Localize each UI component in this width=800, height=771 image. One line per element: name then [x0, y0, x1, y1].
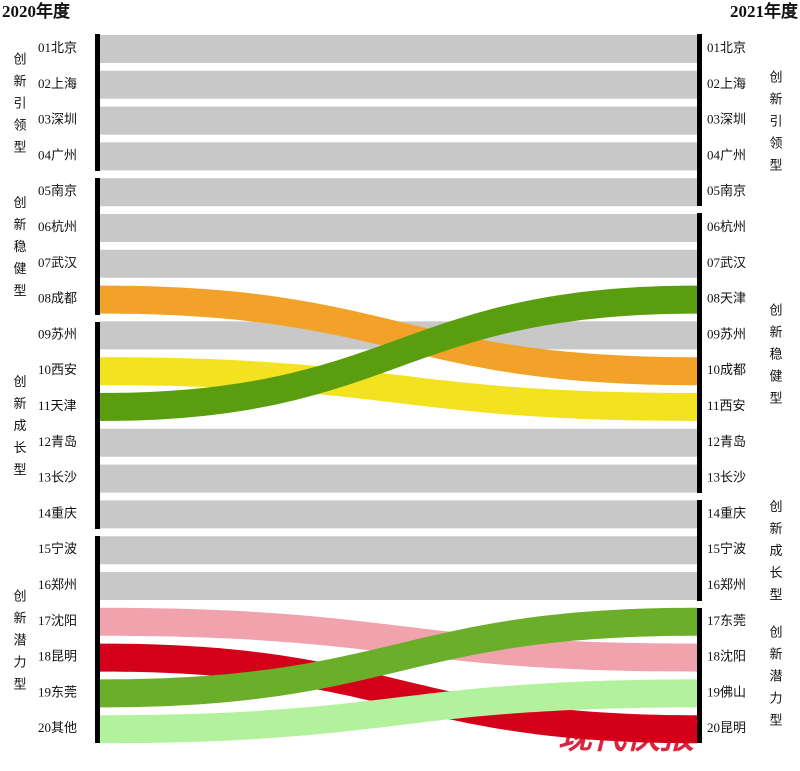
right-node-label: 07武汉 [707, 255, 746, 270]
left-group-label: 创新潜力型 [13, 589, 26, 692]
flow-band-2-to-2 [100, 70, 697, 99]
flow-band-12-to-12 [100, 428, 697, 457]
right-node-label: 20昆明 [707, 720, 746, 735]
right-node-label: 03深圳 [707, 112, 746, 127]
flow-band-17-to-18 [100, 607, 697, 672]
left-node-label: 14重庆 [38, 505, 77, 520]
left-group-label: 创新稳健型 [13, 195, 26, 298]
right-node-label: 14重庆 [707, 505, 746, 520]
right-axis-bar-2 [697, 213, 702, 493]
left-year-title: 2020年度 [2, 1, 71, 21]
left-node-label: 19东莞 [38, 684, 77, 699]
left-node-label: 07武汉 [38, 255, 77, 270]
left-node-label: 03深圳 [38, 112, 77, 127]
left-axis-bar-4 [95, 536, 100, 743]
left-node-label: 17沈阳 [38, 613, 77, 628]
flow-band-10-to-11 [100, 357, 697, 421]
left-axis-bar-1 [95, 34, 100, 171]
left-group-label: 创新引领型 [13, 52, 26, 155]
flow-layer [100, 35, 697, 744]
left-node-label: 09苏州 [38, 326, 77, 341]
right-node-label: 16郑州 [707, 577, 746, 592]
left-node-label: 15宁波 [38, 541, 77, 556]
left-node-label: 06杭州 [38, 219, 77, 234]
left-node-label: 04广州 [38, 147, 77, 162]
flow-band-4-to-4 [100, 142, 697, 171]
right-node-label: 01北京 [707, 40, 746, 55]
left-node-label: 12青岛 [38, 434, 77, 449]
left-node-label: 13长沙 [38, 470, 77, 485]
flow-band-14-to-14 [100, 500, 697, 529]
left-node-label: 16郑州 [38, 577, 77, 592]
left-node-label: 18昆明 [38, 649, 77, 664]
left-node-label: 11天津 [38, 398, 77, 413]
right-node-label: 06杭州 [707, 219, 746, 234]
left-node-label: 02上海 [38, 76, 77, 91]
left-node-labels: 01北京 02上海 03深圳 04广州 05南京 06杭州 07武汉 08成都 09苏州 10西安… [38, 40, 77, 735]
flow-band-19-to-17 [100, 607, 697, 708]
flow-band-16-to-16 [100, 572, 697, 600]
flow-band-18-to-20 [100, 643, 697, 744]
left-node-label: 08成都 [38, 291, 77, 306]
right-node-label: 19佛山 [707, 684, 746, 699]
flow-band-13-to-13 [100, 464, 697, 493]
right-group-label: 创新稳健型 [769, 302, 782, 405]
right-axis-bar-3 [697, 500, 702, 601]
right-axis-bar-4 [697, 608, 702, 743]
flow-band-3-to-3 [100, 106, 697, 135]
flow-band-20-to-19 [100, 679, 697, 744]
right-node-label: 02上海 [707, 76, 746, 91]
right-node-labels: 01北京 02上海 03深圳 04广州 05南京 06杭州 07武汉 08天津 09苏州 10成都… [707, 40, 746, 735]
right-node-label: 12青岛 [707, 434, 746, 449]
right-node-label: 09苏州 [707, 326, 746, 341]
flow-band-1-to-1 [100, 35, 697, 63]
right-node-label: 08天津 [707, 291, 746, 306]
flow-band-15-to-15 [100, 536, 697, 565]
left-axis-bar-3 [95, 322, 100, 529]
right-node-label: 05南京 [707, 183, 746, 198]
right-node-label: 15宁波 [707, 541, 746, 556]
right-group-label: 创新潜力型 [769, 625, 782, 728]
right-node-label: 13长沙 [707, 470, 746, 485]
left-node-label: 20其他 [38, 720, 77, 735]
left-node-label: 05南京 [38, 183, 77, 198]
flow-band-8-to-10 [100, 285, 697, 386]
right-year-title: 2021年度 [730, 1, 799, 21]
flow-band-7-to-7 [100, 249, 697, 278]
flow-band-11-to-8 [100, 285, 697, 421]
left-axis-bar-2 [95, 178, 100, 315]
flow-band-6-to-6 [100, 214, 697, 242]
left-group-label: 创新成长型 [13, 374, 26, 477]
right-node-label: 11西安 [707, 398, 746, 413]
right-axis-bar-1 [697, 34, 702, 206]
flow-band-5-to-5 [100, 178, 697, 207]
right-group-label: 创新成长型 [769, 499, 782, 602]
left-node-label: 01北京 [38, 40, 77, 55]
right-group-label: 创新引领型 [769, 70, 782, 173]
right-node-label: 04广州 [707, 147, 746, 162]
right-node-label: 18沈阳 [707, 649, 746, 664]
watermark: 现代快报 [558, 718, 699, 756]
right-node-label: 17东莞 [707, 613, 746, 628]
left-node-label: 10西安 [38, 362, 77, 377]
right-node-label: 10成都 [707, 362, 746, 377]
